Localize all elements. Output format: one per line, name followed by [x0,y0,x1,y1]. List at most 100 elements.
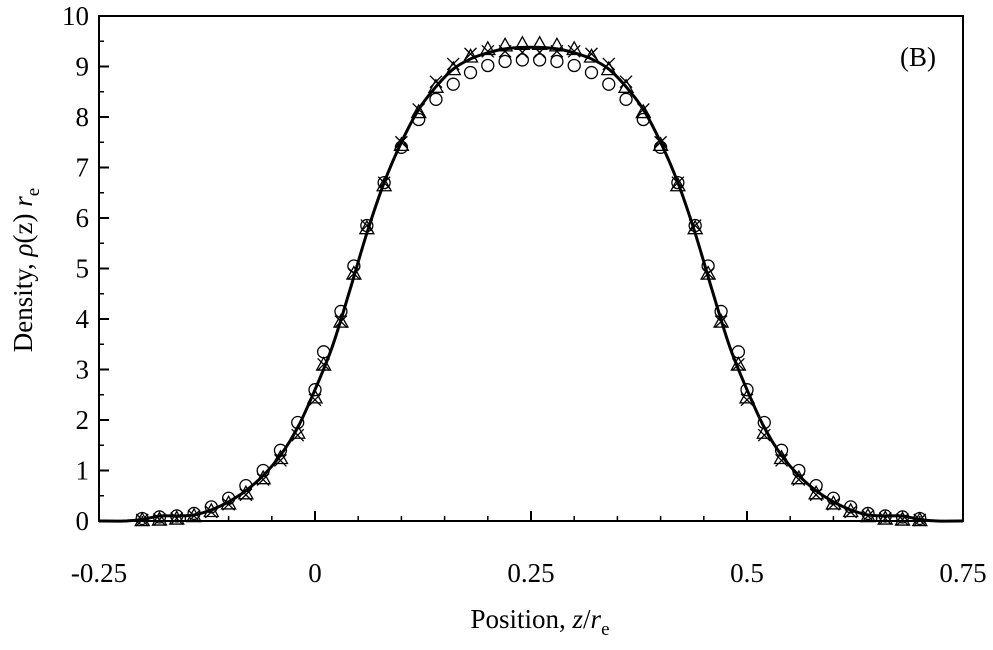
circle-point [152,510,167,524]
circle-point [714,304,728,319]
cross-point [602,57,616,71]
x-tick-label: -0.25 [71,558,127,588]
triangle-point [687,219,704,235]
triangle-point [669,176,686,192]
cross-point [377,176,391,190]
circle-point [740,383,754,397]
cross-point [671,176,685,190]
cross-point [446,57,460,71]
cross-point [498,44,512,58]
triangle-point [332,313,350,328]
x-axis-title-sub: e [601,619,609,640]
circle-point [636,112,650,127]
circle-point [481,58,495,73]
circle-point [187,506,201,521]
cross-point [861,509,875,523]
cross-point [187,509,201,523]
circle-point [498,54,512,69]
cross-point [394,135,408,149]
circle-point [671,175,685,190]
circle-point [757,415,771,430]
cross-point [317,357,331,371]
cross-point [896,513,909,526]
triangle-point [315,356,332,371]
x-tick-label: 0 [308,558,322,588]
triangle-point [859,507,877,523]
y-tick-label: 9 [76,52,90,82]
cross-point [757,428,771,442]
cross-point [701,267,715,281]
circle-point [360,218,374,233]
y-tick-label: 7 [76,153,90,183]
cross-point [412,102,426,116]
cross-point [654,135,668,149]
y-axis-title-prefix: Density, [8,256,38,352]
circle-point [170,509,184,523]
triangle-point [531,35,548,51]
cross-point [550,44,564,58]
triangle-point [462,48,479,63]
circle-point [809,478,823,493]
x-tick-label: 0.75 [939,558,986,588]
triangle-point [911,511,928,527]
circle-point [584,65,599,80]
x-axis-title: Position, z/re [470,604,609,640]
triangle-point [877,510,894,525]
x-axis-title-r: r [591,604,602,634]
y-axis-title-sub: e [23,188,44,196]
y-axis-title-space [8,207,38,214]
circle-point [273,443,288,457]
triangle-point [134,511,151,527]
y-tick-label: 5 [76,254,90,284]
triangle-point [168,510,185,525]
fit-curve [98,45,964,523]
circle-point [377,175,391,190]
triangle-point [151,511,168,526]
circle-point [446,77,460,91]
triangle-point [700,265,717,280]
triangle-point [255,469,272,485]
cross-point [481,44,495,58]
triangle-point [652,136,669,152]
cross-point [585,47,598,61]
plot-area [98,15,964,522]
cross-point [204,505,218,519]
circle-point [619,92,633,106]
cross-point [515,45,529,59]
cross-point [533,45,547,59]
triangle-point [712,313,730,328]
x-tick-label: 0.25 [507,558,554,588]
triangle-point [410,103,427,119]
circle-point [204,500,218,514]
cross-point [429,75,443,89]
circle-point [239,478,253,493]
circle-point [731,345,746,359]
circle-point [316,345,331,359]
cross-point [308,393,322,407]
circle-point [878,509,892,523]
cross-point [826,497,840,511]
cross-point [334,315,348,328]
data-marks [98,35,964,527]
cross-point [636,102,650,116]
triangle-point [514,35,531,51]
cross-point [775,453,789,467]
cross-point [170,512,184,525]
x-axis-title-var: z [572,604,584,634]
panel-label: (B) [900,42,936,72]
y-axis-title: Density, ρ(z) re [8,188,44,352]
cross-point [878,512,892,525]
circle-point [463,65,478,80]
cross-point [153,513,166,526]
axes: 0 1 2 3 4 5 6 7 8 9 10 -0.25 0 0.25 0.5 0.75 [62,1,987,588]
x-axis-title-slash: / [583,604,591,634]
cross-point [731,357,745,371]
y-axis-title-r: r [8,196,38,207]
cross-point [222,497,236,511]
circle-point [515,53,530,67]
triangle-point [203,502,220,518]
y-axis-title-rho: ρ [8,243,38,257]
triangle-point [825,494,842,510]
circle-point [792,463,806,478]
